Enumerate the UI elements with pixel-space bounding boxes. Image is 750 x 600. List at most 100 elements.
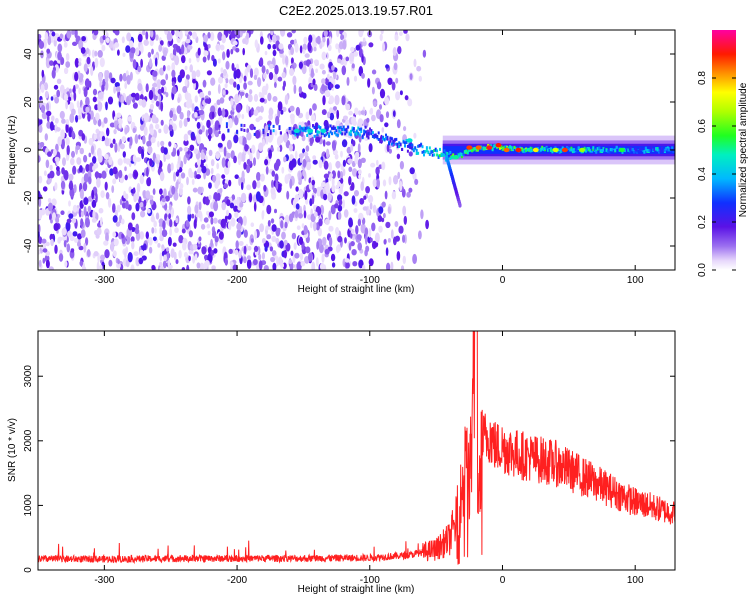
noise-speckle [45, 250, 50, 257]
noise-speckle [322, 139, 326, 147]
noise-speckle [83, 266, 87, 270]
noise-speckle [73, 184, 77, 193]
noise-speckle [86, 249, 91, 258]
noise-speckle [243, 229, 248, 238]
noise-speckle [308, 34, 313, 44]
noise-speckle [140, 210, 146, 218]
colorbar-tick-label: 0.2 [697, 215, 708, 229]
noise-speckle [254, 129, 261, 139]
colorbar-tick-label: 0.4 [697, 167, 708, 181]
noise-speckle [281, 71, 286, 79]
ridge-pixel [404, 141, 406, 145]
noise-speckle [252, 180, 257, 190]
noise-speckle [293, 84, 297, 95]
ridge-pixel [348, 132, 351, 136]
ridge-pixel [598, 146, 601, 150]
ridge-pixel [434, 147, 437, 151]
noise-speckle [274, 173, 279, 182]
ridge-pixel [449, 151, 452, 154]
noise-speckle [84, 78, 90, 88]
noise-speckle [127, 116, 132, 122]
noise-speckle [70, 157, 75, 166]
noise-speckle [425, 219, 429, 230]
noise-speckle [334, 153, 339, 160]
noise-speckle [325, 52, 329, 59]
snr-xtick-label: 100 [627, 575, 644, 586]
ridge-pixel [450, 156, 453, 160]
noise-speckle [260, 173, 265, 182]
noise-speckle [135, 157, 141, 163]
noise-speckle [165, 92, 169, 98]
noise-speckle [347, 158, 353, 164]
noise-speckle [205, 129, 209, 137]
noise-speckle [272, 49, 277, 57]
ridge-pixel [608, 150, 611, 154]
noise-speckle [105, 101, 108, 111]
noise-speckle [339, 184, 344, 192]
ridge-peak [307, 128, 314, 133]
ridge-pixel [360, 130, 363, 134]
noise-speckle [324, 248, 330, 255]
noise-speckle [38, 175, 43, 184]
noise-speckle [313, 83, 318, 91]
noise-speckle [154, 227, 157, 234]
ridge-pixel [326, 127, 329, 131]
noise-speckle [283, 156, 287, 163]
noise-speckle [202, 79, 207, 88]
noise-speckle [130, 47, 136, 54]
noise-speckle [223, 183, 228, 189]
noise-speckle [364, 234, 368, 245]
noise-speckle [367, 78, 371, 88]
noise-speckle [386, 143, 390, 153]
noise-speckle [246, 184, 252, 191]
noise-speckle [195, 174, 202, 180]
noise-speckle [331, 262, 336, 268]
noise-speckle [46, 48, 51, 54]
noise-speckle [325, 148, 330, 159]
noise-speckle [40, 104, 46, 114]
noise-speckle [406, 191, 411, 198]
noise-speckle [166, 247, 170, 252]
noise-speckle [188, 250, 194, 255]
noise-speckle [354, 107, 359, 116]
ridge-pixel [525, 149, 528, 153]
noise-speckle [360, 181, 365, 192]
noise-speckle [274, 129, 278, 136]
noise-speckle [141, 99, 147, 108]
noise-speckle [96, 177, 101, 188]
noise-speckle [57, 237, 61, 244]
noise-speckle [305, 145, 310, 152]
noise-speckle [333, 149, 338, 155]
noise-speckle [294, 42, 299, 53]
noise-speckle [39, 119, 43, 125]
noise-speckle [60, 57, 65, 65]
noise-speckle [131, 212, 136, 221]
noise-speckle [385, 64, 390, 69]
noise-speckle [186, 117, 190, 122]
noise-speckle [49, 164, 53, 171]
ridge-pixel [322, 132, 325, 136]
noise-speckle [95, 192, 98, 203]
noise-speckle [186, 176, 189, 186]
ridge-pixel [659, 149, 662, 153]
noise-speckle [143, 39, 149, 46]
noise-speckle [371, 114, 376, 122]
noise-speckle [149, 198, 154, 205]
noise-speckle [238, 241, 244, 246]
ridge-pixel [671, 146, 674, 150]
noise-speckle [198, 109, 205, 115]
noise-speckle [105, 37, 110, 44]
noise-speckle [236, 196, 240, 207]
noise-speckle [253, 109, 259, 116]
noise-speckle [357, 143, 361, 153]
noise-speckle [214, 180, 219, 189]
noise-speckle [51, 198, 57, 206]
ridge-pixel [640, 147, 643, 151]
snr-series-line [38, 331, 675, 565]
noise-speckle [135, 223, 139, 232]
noise-speckle [92, 96, 97, 103]
noise-speckle [133, 170, 139, 178]
noise-speckle [186, 99, 191, 109]
noise-speckle [189, 64, 193, 73]
noise-speckle [229, 202, 235, 209]
